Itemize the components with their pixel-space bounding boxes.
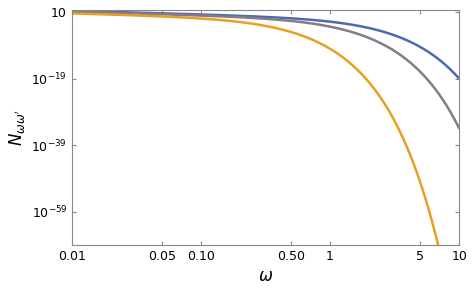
Y-axis label: $N_{\omega\omega'}$: $N_{\omega\omega'}$ [7,110,27,146]
X-axis label: $\omega$: $\omega$ [258,267,273,285]
